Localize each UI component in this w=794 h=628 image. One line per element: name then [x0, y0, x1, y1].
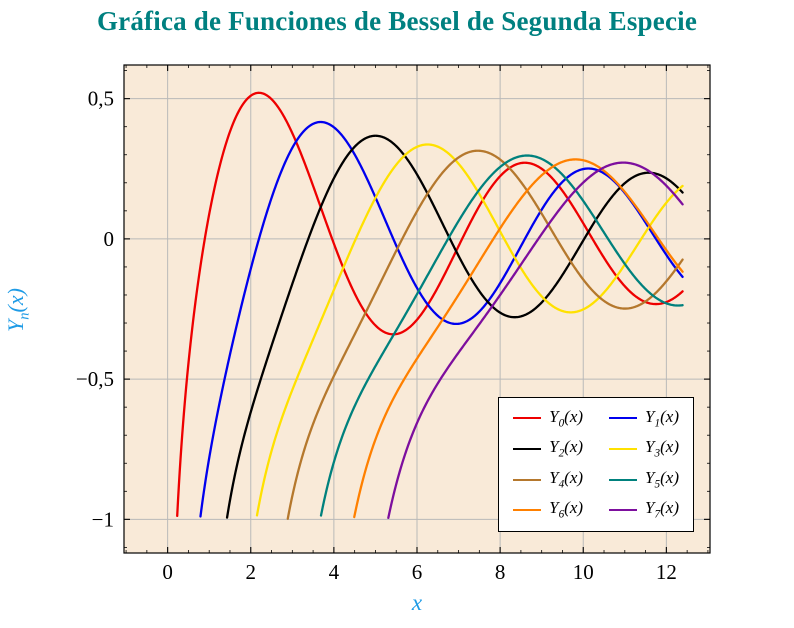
- curve-y7: [387, 161, 684, 520]
- legend-line-sample-y1: [609, 417, 638, 420]
- curve-y4: [286, 149, 684, 520]
- legend-label-y4: Y4(x): [549, 467, 584, 491]
- legend: Y0(x) Y1(x) Y2(x) Y3(x) Y4(x) Y5(x) Y6(x) Y7(x): [498, 396, 694, 532]
- x-axis-label: x: [411, 590, 423, 615]
- curve-y3: [255, 143, 684, 517]
- legend-label-y3: Y3(x): [645, 437, 679, 460]
- legend-label-y6: Y6(x): [549, 498, 584, 521]
- y-tick-label: 0: [104, 227, 115, 251]
- legend-label-y2: Y2(x): [549, 437, 584, 460]
- y-axis-label: Yn(x): [3, 210, 33, 410]
- x-tick-label: 6: [412, 560, 423, 584]
- x-tick-label: 2: [246, 560, 257, 584]
- y-axis-label-sub: n: [16, 312, 33, 320]
- y-tick-label: 0,5: [88, 87, 114, 111]
- legend-line-sample-y2: [513, 447, 542, 450]
- y-axis-label-suffix: (x): [3, 288, 28, 313]
- legend-label-y5: Y5(x): [645, 467, 679, 491]
- x-tick-label: 0: [162, 560, 173, 584]
- legend-item-y6: Y6(x): [513, 499, 583, 521]
- y-axis-label-base: Y: [3, 319, 28, 332]
- curve-y1: [199, 120, 684, 518]
- legend-label-y7: Y7(x): [645, 498, 679, 521]
- legend-item-y4: Y4(x): [513, 469, 583, 491]
- legend-label-y1: Y1(x): [645, 406, 679, 429]
- x-tick-label: 10: [573, 560, 594, 584]
- y-tick-label: −1: [92, 507, 114, 531]
- x-tick-label: 4: [329, 560, 340, 584]
- y-tick-label: −0,5: [76, 367, 114, 391]
- legend-item-y0: Y0(x): [513, 408, 583, 430]
- curve-y0: [176, 91, 684, 518]
- legend-item-y2: Y2(x): [513, 438, 583, 460]
- legend-line-sample-y7: [609, 509, 638, 512]
- legend-label-y0: Y0(x): [549, 406, 584, 429]
- legend-line-sample-y0: [513, 417, 542, 420]
- legend-item-y7: Y7(x): [609, 499, 679, 521]
- legend-item-y1: Y1(x): [609, 408, 679, 430]
- legend-item-y3: Y3(x): [609, 438, 679, 460]
- chart-title: Gráfica de Funciones de Bessel de Segund…: [96, 6, 698, 36]
- curve-y2: [225, 134, 684, 519]
- x-tick-label: 12: [656, 560, 677, 584]
- curve-y6: [353, 158, 684, 519]
- legend-line-sample-y6: [513, 509, 542, 512]
- x-tick-label: 8: [495, 560, 506, 584]
- curve-y5: [319, 154, 684, 517]
- legend-item-y5: Y5(x): [609, 469, 679, 491]
- legend-line-sample-y4: [513, 478, 542, 481]
- legend-line-sample-y3: [609, 447, 638, 450]
- legend-line-sample-y5: [609, 478, 638, 481]
